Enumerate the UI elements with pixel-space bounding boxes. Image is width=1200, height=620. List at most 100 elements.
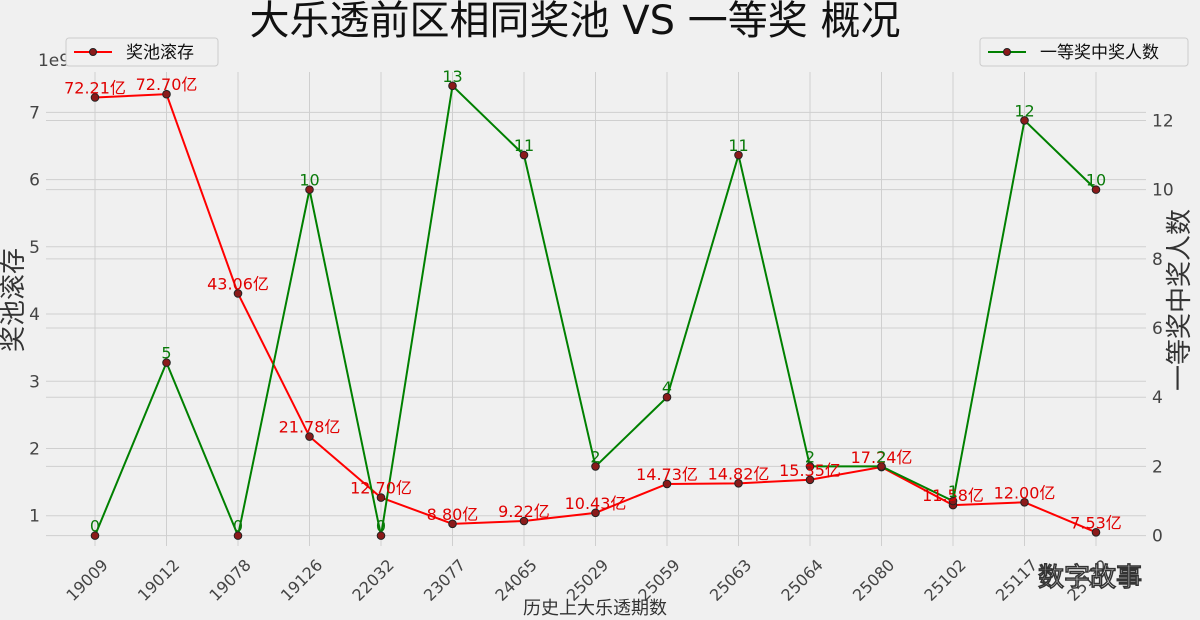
series-1-point: [448, 519, 457, 529]
series-1-point: [734, 479, 743, 488]
series-1-data-label: 72.21亿: [64, 78, 126, 97]
x-tick-label: 25117: [992, 555, 1041, 604]
series-2-point: [591, 462, 600, 471]
series-1-point: [591, 508, 600, 518]
series-2-point: [376, 531, 386, 540]
series-1-data-label: 14.82亿: [708, 464, 770, 483]
series-1-data-label: 21.78亿: [279, 418, 341, 437]
series-1-point: [805, 475, 815, 485]
grid-lines: [46, 72, 1146, 546]
series-2-point: [877, 462, 886, 471]
series-2-data-label: 2: [805, 447, 815, 466]
series-1-point: [305, 432, 314, 441]
series-1-point: [162, 89, 171, 99]
legend-left: 奖池滚存: [65, 37, 219, 67]
series-2-data-label: 2: [876, 447, 886, 466]
series-2-point: [233, 531, 243, 540]
axis-ticks: 19009 19012 19078 19126 22032 23077 2 4 0 6 5 2 5 0 2 9…: [29, 103, 1173, 604]
legend-left-marker: [89, 48, 97, 56]
watermark: 数字故事: [1038, 562, 1142, 593]
legend-right-label: 一等奖中奖人数: [1040, 43, 1159, 63]
y-axis-label-left: 奖池滚存: [0, 248, 29, 352]
legend-left-box: [65, 37, 219, 67]
series-2-point: [305, 185, 314, 194]
y-tick-label-right: 0: [1152, 527, 1163, 547]
series-2-data-label: 0: [90, 517, 100, 536]
x-tick-label: 25102: [920, 555, 969, 604]
series-2-point: [662, 392, 672, 402]
series-1-point: [1020, 497, 1029, 507]
series-1-data-label: 12.00亿: [994, 483, 1056, 502]
series-2-data-label: 12: [1014, 101, 1034, 120]
legend-right-box: [979, 37, 1189, 67]
series-2-point: [805, 462, 815, 471]
series-1-data-label: 10.43亿: [565, 494, 627, 513]
y-tick-label-right: 12: [1152, 111, 1174, 131]
series-1-data-label: 9.22亿: [498, 502, 550, 521]
series-1-point: [90, 93, 100, 102]
y-tick-label-left: 1: [29, 507, 40, 527]
series-1-point: [1091, 528, 1101, 537]
x-tick-label: 23077: [420, 555, 469, 604]
series-1-data-label: 17.24亿: [851, 448, 913, 467]
series-2-data-label: 0: [233, 517, 243, 536]
y-tick-label-left: 3: [29, 372, 40, 392]
series-2-data-label: 4: [662, 378, 672, 397]
series-1-data-label: 14.73亿: [636, 465, 698, 484]
legend-right: 一等奖中奖人数: [979, 37, 1189, 67]
series-2-point: [734, 150, 743, 160]
series-2-data-label: 11: [514, 136, 534, 155]
x-tick-label: 22032: [348, 555, 397, 604]
series-2-point: [90, 531, 100, 540]
series-group: 72.21亿 72.70亿 43.06亿 21.78亿 12.70亿 8.80亿 9.22亿…: [64, 67, 1122, 540]
series-1-point: [233, 289, 243, 298]
series-1-point: [376, 493, 386, 502]
series-2-data-label: 13: [442, 67, 462, 86]
series-1-point: [519, 516, 529, 526]
y-tick-label-left: 2: [29, 440, 40, 460]
series-1-data-label: 43.06亿: [207, 274, 269, 293]
y-axis-label-right: 一等奖中奖人数: [1165, 209, 1195, 391]
x-axis-label: 历史上大乐透期数: [523, 598, 667, 619]
legend-left-label: 奖池滚存: [126, 43, 194, 63]
series-2-point: [519, 150, 529, 160]
legend-right-marker: [1003, 48, 1011, 56]
y-tick-label-right: 10: [1152, 181, 1174, 201]
y-tick-label-left: 4: [29, 305, 40, 325]
series-2-data-label: 10: [1086, 171, 1106, 190]
series-2-point: [948, 496, 958, 506]
series-2-data-label: 5: [161, 344, 171, 363]
series-2-data-label: 0: [376, 517, 386, 536]
series-1-data-label: 15.35亿: [779, 461, 841, 480]
series-1-data-label: 7.53亿: [1070, 513, 1122, 532]
series-2-data-label: 11: [728, 136, 748, 155]
x-tick-label: 25080: [849, 555, 898, 604]
series-1-point: [662, 479, 672, 489]
left-scale-label: 1e9: [38, 51, 70, 71]
x-tick-label: 19126: [277, 555, 326, 604]
series-2-point: [448, 81, 457, 91]
x-tick-label: 25064: [777, 555, 826, 604]
series-2-data-label: 10: [299, 171, 319, 190]
series-1-data-label: 12.70亿: [350, 479, 412, 498]
y-tick-label-left: 6: [29, 171, 40, 191]
series-2-point: [162, 358, 171, 367]
chart-title: 大乐透前区相同奖池 VS 一等奖 概况: [250, 0, 901, 44]
series-2-data-label: 1: [948, 482, 958, 501]
y-tick-label-left: 7: [29, 103, 40, 123]
series-1-data-label: 8.80亿: [427, 505, 479, 524]
series-1-data-label: 72.70亿: [136, 75, 198, 94]
series-2-data-label: 2: [590, 447, 600, 466]
y-tick-label-right: 4: [1152, 388, 1163, 408]
y-tick-label-left: 5: [29, 238, 40, 258]
y-tick-label-right: 6: [1152, 319, 1163, 339]
series-2-point: [1020, 116, 1029, 125]
x-tick-label: 19009: [62, 555, 111, 604]
series-1-data-label: 11.58亿: [922, 486, 984, 505]
y-tick-label-right: 2: [1152, 457, 1163, 477]
series-2-point: [1091, 185, 1101, 194]
y-tick-label-right: 8: [1152, 250, 1163, 270]
x-tick-label: 19012: [134, 555, 183, 604]
x-tick-label: 25063: [706, 555, 755, 604]
